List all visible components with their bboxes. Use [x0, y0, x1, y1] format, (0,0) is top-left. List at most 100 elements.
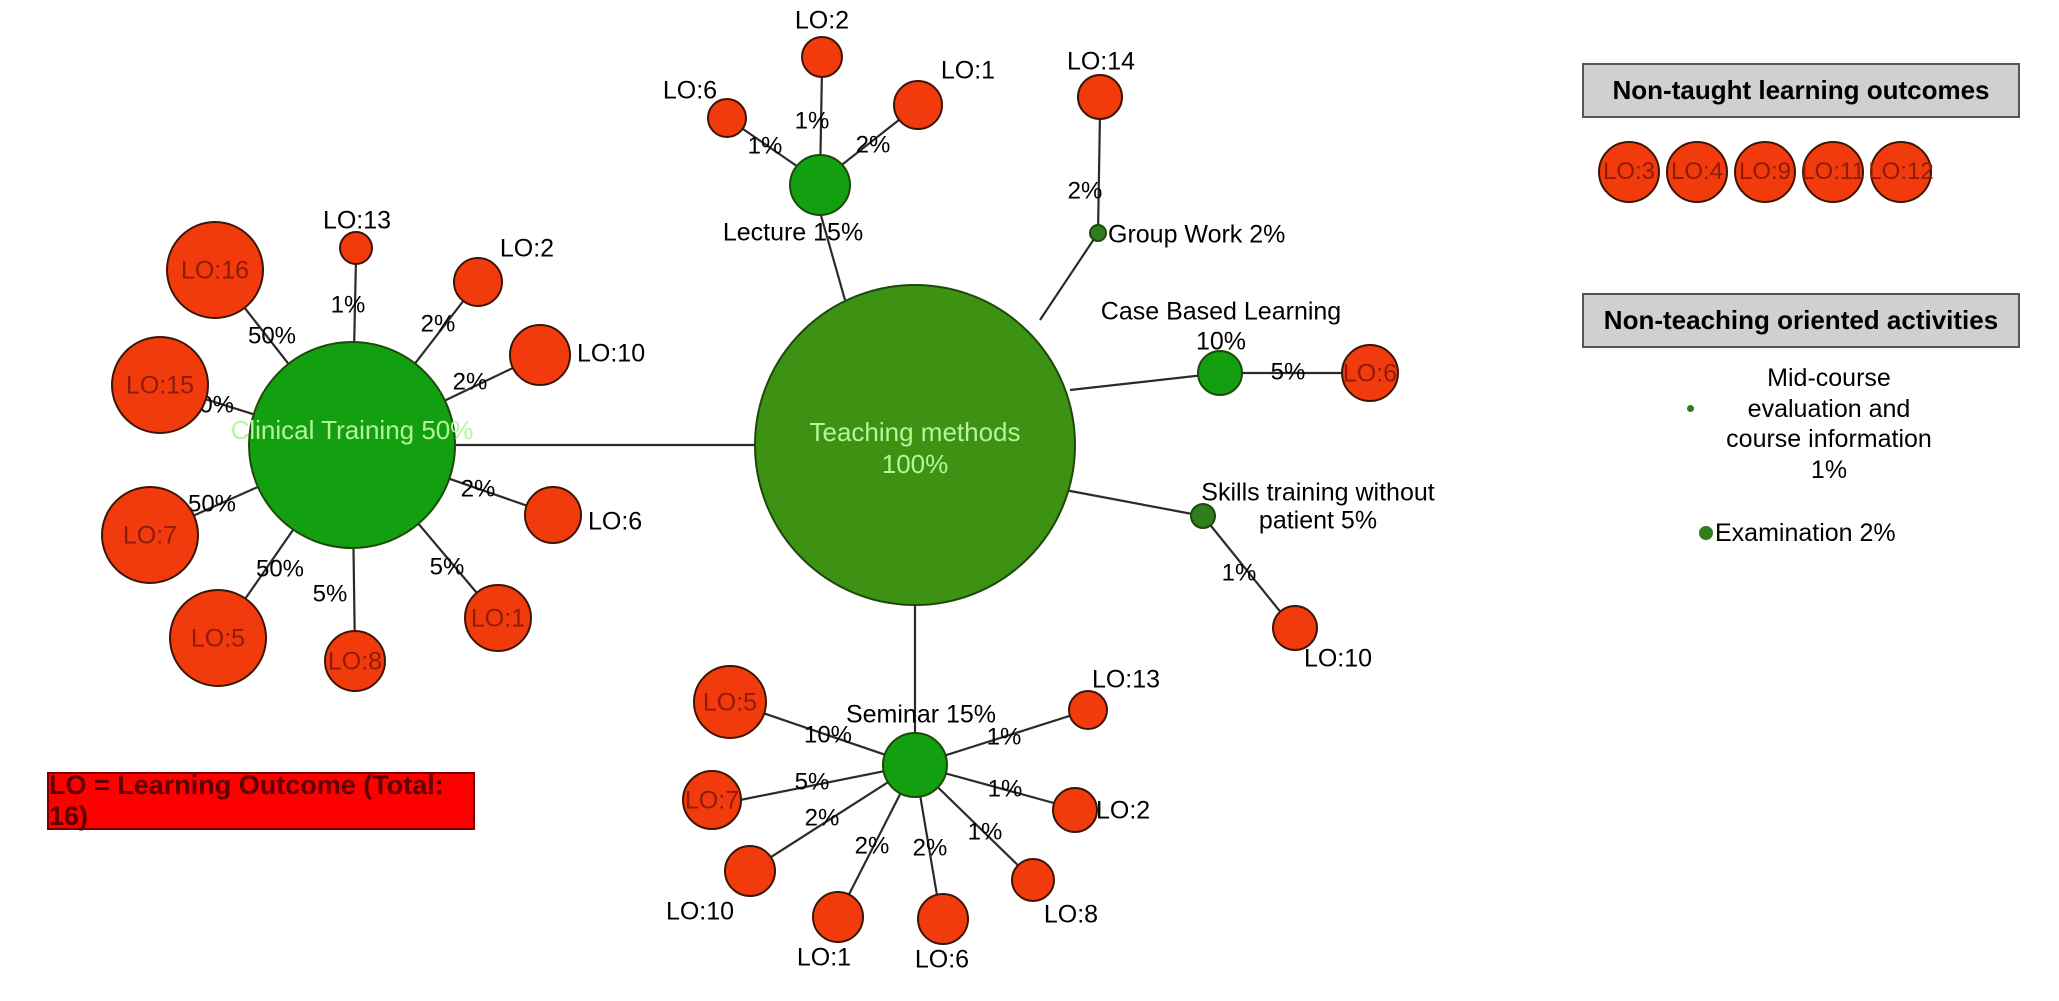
- node-label-ct-lo8: LO:8: [328, 648, 382, 676]
- node-label-skills-line1: Skills training without: [1201, 479, 1434, 507]
- node-teaching-methods[interactable]: [754, 284, 1076, 606]
- edge-label-ct-lo13: 1%: [331, 291, 366, 318]
- node-label-lo7-ct: LO:7: [123, 522, 177, 550]
- node-lecture[interactable]: [789, 154, 851, 216]
- node-label-lec-lo2: LO:2: [795, 7, 849, 35]
- edge-label-sem-lo6: 2%: [913, 834, 948, 861]
- edge-label-sem-lo2: 1%: [988, 775, 1023, 802]
- root-node-group: Teaching methods 100%: [754, 284, 1076, 606]
- panel-header-non-taught: Non-taught learning outcomes: [1582, 63, 2020, 118]
- non-taught-lo-chips: LO:3 LO:4 LO:9 LO:11 LO:12: [1598, 141, 1934, 203]
- lo-chip-3[interactable]: LO:3: [1598, 141, 1660, 203]
- node-label-lo5-ct: LO:5: [191, 625, 245, 653]
- node-lo5-ct[interactable]: [169, 589, 267, 687]
- lo-definition-legend: LO = Learning Outcome (Total: 16): [47, 770, 475, 831]
- node-label-lo8-sem: LO:8: [1044, 901, 1098, 929]
- node-lo5-sem[interactable]: [693, 665, 767, 739]
- activity-label-mid-course: Mid-course evaluation and course informa…: [1726, 364, 1932, 484]
- node-lo16[interactable]: [166, 221, 264, 319]
- node-label-lo13-sem: LO:13: [1092, 666, 1160, 694]
- edge-label-gw-lo14: 2%: [1068, 177, 1103, 204]
- cluster-group-work: 2% LO:14 Group Work 2%: [1067, 48, 1285, 249]
- edge-st-lo10: [1202, 515, 1292, 626]
- node-label-ct-lo13: LO:13: [323, 207, 391, 235]
- node-label-gw-lo14: LO:14: [1067, 48, 1135, 76]
- node-lec-lo2[interactable]: [801, 36, 843, 78]
- node-clinical-training[interactable]: [248, 341, 456, 549]
- node-label-clinical-training: Clinical Training 50%: [231, 415, 474, 445]
- lo-chip-12[interactable]: LO:12: [1868, 141, 1934, 203]
- node-label-root-line1: Teaching methods: [809, 417, 1020, 447]
- edge-label-sem-lo7: 5%: [795, 768, 830, 795]
- lo-chip-4[interactable]: LO:4: [1666, 141, 1728, 203]
- node-ct-lo10[interactable]: [509, 324, 571, 386]
- node-ct-lo1[interactable]: [464, 584, 532, 652]
- node-ct-lo6[interactable]: [524, 486, 582, 544]
- node-lo8-sem[interactable]: [1011, 858, 1055, 902]
- edge-label-sem-lo1: 2%: [855, 832, 890, 859]
- edge-label-sem-lo5: 10%: [804, 721, 852, 748]
- edge-label-sem-lo13: 1%: [987, 723, 1022, 750]
- cluster-lecture: 1% 1% 2% LO:6 LO:2 LO:1 Lecture 15%: [663, 7, 995, 247]
- edge-root-group-work: [1039, 232, 1099, 321]
- activity-label-examination: Examination 2%: [1715, 519, 1896, 547]
- node-lo15[interactable]: [111, 336, 209, 434]
- cluster-skills-training: 1% LO:10 Skills training without patient…: [1190, 479, 1435, 673]
- node-skills-training[interactable]: [1190, 503, 1216, 529]
- node-lo10-sem[interactable]: [724, 845, 776, 897]
- node-st-lo10[interactable]: [1272, 605, 1318, 651]
- node-lo13-sem[interactable]: [1068, 690, 1108, 730]
- edge-label-cbl-lo6: 5%: [1271, 358, 1306, 385]
- node-label-ct-lo2: LO:2: [500, 235, 554, 263]
- activity-mid-course-evaluation: Mid-course evaluation and course informa…: [1687, 363, 1987, 485]
- node-label-cbl-line1: Case Based Learning: [1101, 298, 1341, 326]
- node-ct-lo8[interactable]: [324, 630, 386, 692]
- node-lec-lo6[interactable]: [707, 98, 747, 138]
- node-label-group-work: Group Work 2%: [1108, 221, 1285, 249]
- node-ct-lo2[interactable]: [453, 257, 503, 307]
- edge-label-lec-lo1: 2%: [856, 131, 891, 158]
- node-lo6-sem[interactable]: [917, 893, 969, 945]
- edge-label-ct-lo2: 2%: [421, 310, 456, 337]
- edge-label-ct-lo8: 5%: [313, 580, 348, 607]
- node-lo7-sem[interactable]: [682, 770, 742, 830]
- node-label-cbl-line2: 10%: [1196, 328, 1246, 356]
- root-edges: [455, 211, 1223, 760]
- node-gw-lo14[interactable]: [1077, 74, 1123, 120]
- node-label-ct-lo1: LO:1: [471, 605, 525, 633]
- lo-chip-9[interactable]: LO:9: [1734, 141, 1796, 203]
- node-label-ct-lo6: LO:6: [588, 508, 642, 536]
- node-label-seminar: Seminar 15%: [846, 701, 996, 729]
- edge-root-lecture: [818, 211, 847, 301]
- node-label-lo1-sem: LO:1: [797, 944, 851, 972]
- mid-course-dot-icon: [1687, 405, 1694, 412]
- node-label-lecture: Lecture 15%: [723, 219, 863, 247]
- edge-gw-lo14: [1096, 112, 1102, 234]
- node-lo7-ct[interactable]: [101, 486, 199, 584]
- node-group-work[interactable]: [1089, 224, 1107, 242]
- panel-header-non-teaching: Non-teaching oriented activities: [1582, 293, 2020, 348]
- node-label-cbl-lo6: LO:6: [1343, 360, 1397, 388]
- node-seminar[interactable]: [882, 732, 948, 798]
- node-label-lo6-sem: LO:6: [915, 946, 969, 974]
- node-cbl-lo6[interactable]: [1341, 344, 1399, 402]
- cluster-clinical-training: 50% 1% 2% 2% 50% 2% 50% 5% 50% 5% LO:16 …: [101, 207, 645, 692]
- lo-chip-11[interactable]: LO:11: [1801, 141, 1865, 203]
- node-label-lo10-sem: LO:10: [666, 898, 734, 926]
- cluster-seminar: 10% 5% 2% 2% 2% 1% 1% 1% LO:5 LO:7 LO:10…: [666, 665, 1160, 974]
- node-label-root-line2: 100%: [882, 449, 949, 479]
- edge-label-lec-lo2: 1%: [795, 107, 830, 134]
- node-lo1-sem[interactable]: [812, 891, 864, 943]
- examination-dot-icon: [1699, 526, 1713, 541]
- edge-label-sem-lo10: 2%: [805, 804, 840, 831]
- node-lec-lo1[interactable]: [893, 80, 943, 130]
- node-case-based-learning[interactable]: [1197, 350, 1243, 396]
- node-label-skills-line2: patient 5%: [1259, 507, 1377, 535]
- node-label-lo7-sem: LO:7: [685, 787, 739, 815]
- node-ct-lo13[interactable]: [339, 231, 373, 265]
- activity-examination: Examination 2%: [1699, 518, 1896, 549]
- node-lo2-sem[interactable]: [1052, 787, 1098, 833]
- edge-root-skills-training: [1064, 488, 1204, 518]
